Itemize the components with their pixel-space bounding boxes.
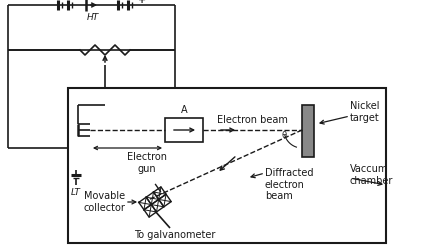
Text: Electron beam: Electron beam	[216, 115, 287, 125]
Text: To galvanometer: To galvanometer	[134, 230, 215, 240]
Text: Nickel
target: Nickel target	[349, 101, 379, 123]
Text: HT: HT	[86, 13, 99, 22]
Text: LT: LT	[71, 188, 81, 197]
Bar	[301, 105, 313, 157]
Text: Electron
gun: Electron gun	[127, 152, 167, 174]
Bar	[164, 118, 202, 142]
Text: θ: θ	[281, 131, 286, 140]
Text: A: A	[180, 105, 187, 115]
Bar	[68, 88, 385, 243]
Text: Vaccum
chamber: Vaccum chamber	[349, 164, 392, 186]
Text: +: +	[138, 0, 146, 5]
Text: Movable
collector: Movable collector	[83, 191, 125, 213]
Text: Diffracted
electron
beam: Diffracted electron beam	[265, 168, 313, 201]
